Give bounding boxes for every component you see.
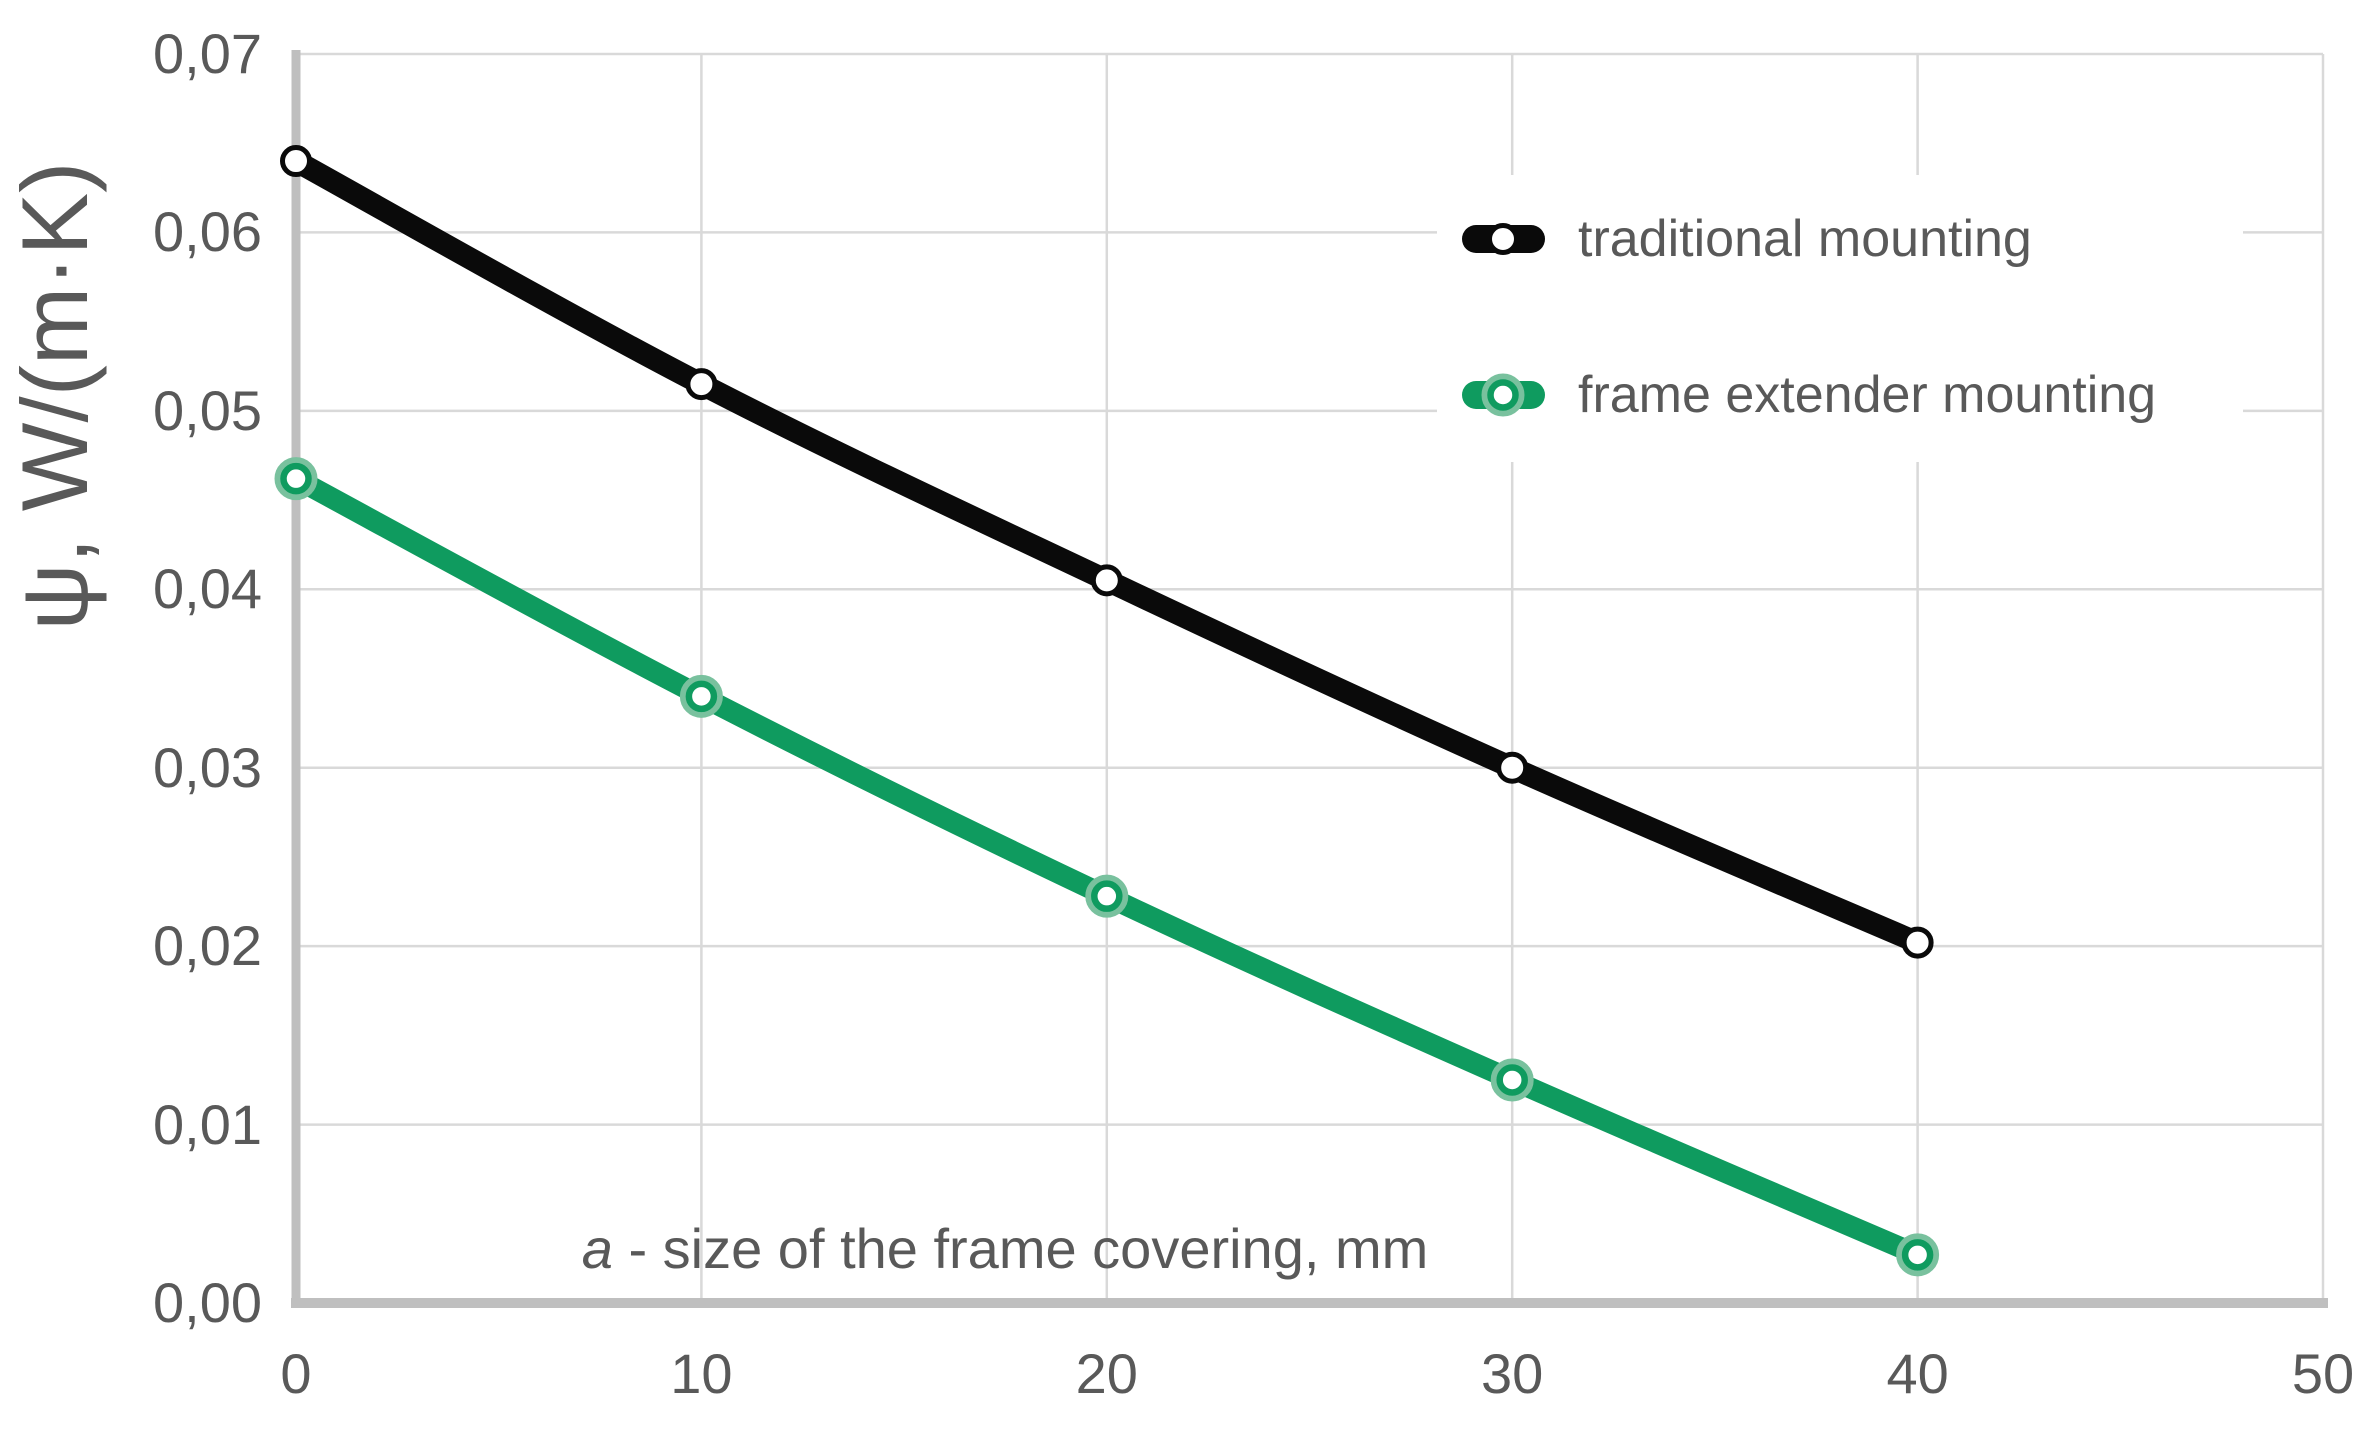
y-axis-title: ψ, W/(m·K)	[2, 161, 107, 631]
x-axis-title-symbol: a	[581, 1217, 613, 1280]
series-1-marker-x0-halo	[274, 457, 318, 501]
series-1-marker-x20-halo	[1085, 874, 1129, 918]
series-1-marker-x20	[1091, 880, 1123, 912]
x-axis-title: a - size of the frame covering, mm	[560, 1218, 1450, 1280]
x-axis-title-text: - size of the frame covering, mm	[612, 1217, 1429, 1280]
series-0-marker-x40	[1901, 926, 1934, 959]
legend-box	[1437, 175, 2243, 462]
series-1-marker-x30-halo	[1490, 1058, 1534, 1102]
legend-label-frame-extender-mounting[interactable]: frame extender mounting	[1578, 366, 2157, 424]
x-tick-label: 50	[2291, 1342, 2355, 1405]
series-0-marker-x20	[1090, 564, 1123, 597]
x-tick-label: 30	[1481, 1342, 1544, 1405]
y-tick-label: 0,05	[153, 378, 262, 442]
series-1-marker-legend-halo	[1481, 373, 1525, 417]
y-tick-label: 0,07	[153, 22, 262, 85]
series-0-marker-x10	[685, 368, 718, 401]
legend-label-traditional-mounting[interactable]: traditional mounting	[1578, 210, 2032, 268]
series-1-marker-x10-halo	[679, 674, 723, 718]
y-tick-label: 0,03	[153, 735, 262, 799]
x-tick-label: 20	[1075, 1342, 1138, 1405]
series-1-marker-x30	[1496, 1064, 1528, 1096]
series-0-marker-legend	[1487, 223, 1519, 255]
series-1-marker-x40	[1901, 1239, 1934, 1271]
series-1-marker-legend	[1487, 379, 1519, 411]
series-1-marker-x0	[280, 462, 312, 495]
y-tick-label: 0,00	[153, 1271, 262, 1334]
series-1-marker-x40-halo	[1896, 1233, 1940, 1277]
x-tick-label: 10	[670, 1342, 733, 1405]
x-tick-label: 0	[280, 1342, 312, 1405]
series-0-marker-x0	[280, 145, 312, 178]
y-tick-label: 0,06	[153, 200, 262, 264]
y-tick-label: 0,04	[153, 557, 262, 621]
series-0-marker-x30	[1496, 751, 1529, 784]
y-tick-label: 0,02	[153, 914, 262, 978]
x-tick-label: 40	[1886, 1342, 1949, 1405]
y-tick-label: 0,01	[153, 1092, 262, 1156]
series-1-marker-x10	[685, 680, 718, 713]
